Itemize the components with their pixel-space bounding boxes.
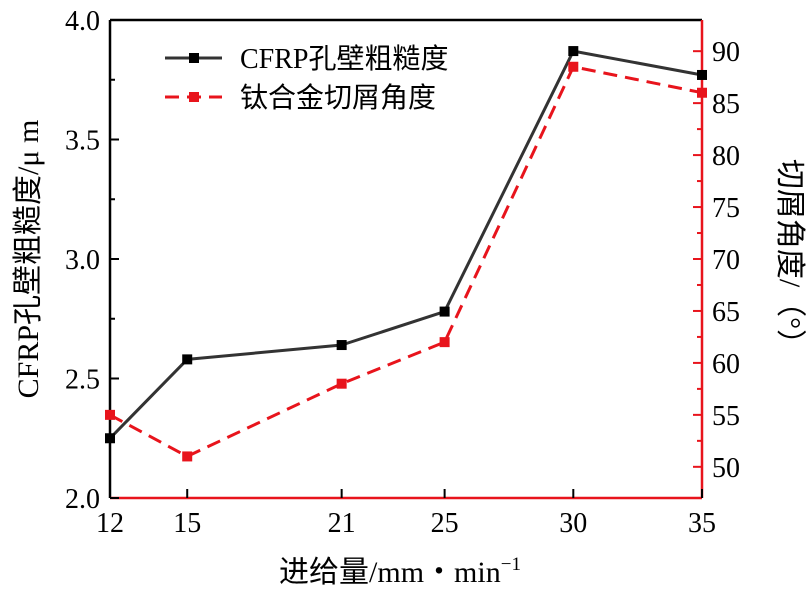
y-right-tick-label: 70: [712, 245, 740, 276]
x-tick-label: 15: [173, 508, 201, 539]
legend: CFRP孔壁粗糙度 钛合金切屑角度: [165, 43, 449, 114]
y-right-tick-label: 85: [712, 89, 740, 120]
x-tick-label: 25: [431, 508, 459, 539]
series-1-point: [105, 433, 115, 444]
series-2-point: [568, 61, 579, 72]
axis-ticks: 2.0 2.5 3.0 3.5 4.0 50 55 60 65 70 75 80 85 90 12 15 21 2…: [65, 6, 740, 539]
y-right-tick-label: 90: [712, 37, 740, 68]
x-tick-label: 35: [688, 508, 716, 539]
y-left-tick-label: 4.0: [65, 6, 100, 37]
x-axis-title-superscript: −1: [501, 554, 521, 575]
series-1-point: [568, 46, 579, 57]
series-2-point: [182, 451, 193, 462]
legend-marker-series-2: [189, 92, 199, 102]
y-right-tick-label: 60: [712, 349, 740, 380]
series-layer: [105, 46, 707, 462]
legend-label-series-2: 钛合金切屑角度: [240, 82, 436, 114]
series-2-point: [697, 87, 707, 98]
y-left-tick-label: 2.0: [65, 484, 100, 515]
series-line-2: [109, 65, 703, 458]
y-right-tick-label: 75: [712, 193, 740, 224]
y-right-tick-label: 50: [712, 453, 740, 484]
x-tick-label: 21: [328, 508, 356, 539]
series-1-point: [182, 354, 193, 365]
y-left-tick-label: 3.0: [65, 245, 100, 276]
y-left-tick-label: 2.5: [65, 365, 100, 396]
series-2-point: [336, 378, 347, 389]
x-tick-label: 12: [96, 508, 124, 539]
y-right-tick-label: 65: [712, 297, 740, 328]
series-line-1: [108, 49, 703, 440]
legend-marker-series-1: [189, 53, 199, 63]
series-2-point: [105, 409, 115, 420]
series-1-point: [697, 69, 707, 80]
legend-label-series-1: CFRP孔壁粗糙度: [240, 43, 449, 75]
x-axis-title: 进给量/mm・min−1: [279, 554, 521, 589]
series-2-point: [439, 337, 450, 348]
y-right-tick-label: 55: [712, 401, 740, 432]
y-right-axis-title: 切屑角度/（°）: [773, 159, 806, 359]
y-left-axis-title: CFRP孔壁粗糙度/μ m: [12, 120, 45, 399]
series-1-point: [439, 306, 450, 317]
series-1-point: [336, 340, 347, 351]
x-tick-label: 30: [559, 508, 587, 539]
y-right-tick-label: 80: [712, 141, 740, 172]
y-left-tick-label: 3.5: [65, 126, 100, 157]
